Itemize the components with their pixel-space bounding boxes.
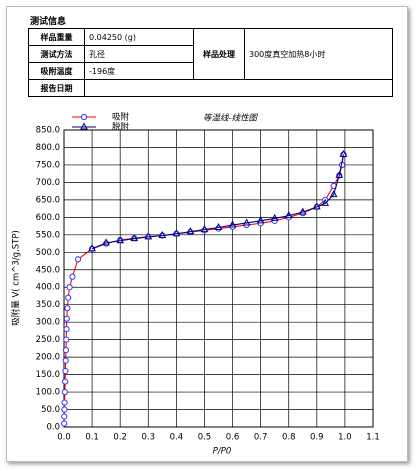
y-tick-label: 0.0 <box>46 423 60 433</box>
cell: 孔径 <box>84 45 194 63</box>
marker <box>61 388 68 396</box>
marker <box>65 294 72 301</box>
y-tick-label: 650.0 <box>36 195 60 205</box>
marker <box>102 238 110 246</box>
y-tick-label: 550.0 <box>36 230 60 240</box>
marker <box>321 198 330 206</box>
cell: 吸附温度 <box>28 62 85 80</box>
marker <box>144 232 153 240</box>
marker <box>62 357 69 364</box>
y-tick-label: 200.0 <box>36 353 60 363</box>
legend-label: 脱附 <box>112 122 130 133</box>
marker <box>80 113 88 121</box>
y-tick-label: 300.0 <box>36 318 60 328</box>
x-tick-label: 0.5 <box>198 433 212 443</box>
marker <box>186 227 195 235</box>
x-tick-label: 1.1 <box>366 433 380 443</box>
x-tick-label: 0.7 <box>254 433 268 443</box>
marker <box>61 399 68 406</box>
x-tick-label: 0.8 <box>282 433 296 443</box>
marker <box>61 413 68 420</box>
y-tick-label: 150.0 <box>36 370 60 380</box>
y-tick-label: 700.0 <box>36 178 60 188</box>
cell: 0.04250 (g) <box>84 28 194 46</box>
marker <box>214 222 223 230</box>
marker <box>298 207 307 215</box>
marker <box>335 170 344 178</box>
marker <box>62 378 69 385</box>
y-tick-label: 500.0 <box>36 248 60 258</box>
marker <box>80 122 88 130</box>
y-tick-label: 800.0 <box>36 143 60 153</box>
marker <box>242 218 251 226</box>
y-tick-label: 250.0 <box>36 335 60 345</box>
cell <box>84 79 393 97</box>
x-axis-label: P/P0 <box>213 447 232 457</box>
marker <box>228 220 237 228</box>
y-tick-label: 450.0 <box>36 265 60 275</box>
marker <box>312 202 321 210</box>
series-line <box>63 154 345 424</box>
y-tick-label: 50.0 <box>41 405 60 415</box>
y-tick-label: 350.0 <box>36 300 60 310</box>
header-title: 测试信息 <box>30 17 67 27</box>
x-tick-label: 0.3 <box>142 433 156 443</box>
y-tick-label: 750.0 <box>36 160 60 170</box>
marker <box>64 305 71 312</box>
info-table: 样品重量 0.04250 (g) 样品处理 300度真空加热8小时 测试方法 孔径 吸… <box>28 28 393 97</box>
marker <box>339 149 348 157</box>
marker <box>69 273 76 280</box>
marker <box>130 234 139 242</box>
marker <box>63 336 70 343</box>
marker <box>63 326 70 333</box>
marker <box>62 347 70 354</box>
x-tick-label: 0.4 <box>170 433 184 443</box>
marker <box>172 229 181 237</box>
x-tick-label: 0.9 <box>310 433 324 443</box>
marker <box>116 236 125 244</box>
y-tick-label: 400.0 <box>36 283 60 293</box>
marker <box>200 225 209 233</box>
marker <box>270 213 279 221</box>
marker <box>158 230 167 239</box>
cell: 300度真空加热8小时 <box>244 28 393 80</box>
marker <box>88 244 96 252</box>
marker <box>63 315 70 322</box>
x-tick-label: 0.2 <box>113 433 127 443</box>
x-tick-label: 1.0 <box>338 433 352 443</box>
marker <box>284 211 293 219</box>
cell: 样品重量 <box>28 28 85 46</box>
chart-title: 等温线-线性图 <box>203 113 259 124</box>
plot-frame <box>63 129 374 428</box>
cell: 样品处理 <box>193 28 245 80</box>
marker <box>61 420 68 427</box>
y-tick-label: 850.0 <box>36 126 60 136</box>
marker <box>61 406 68 413</box>
y-tick-label: 100.0 <box>36 388 60 398</box>
legend-label: 吸附 <box>112 112 130 123</box>
x-tick-label: 0.1 <box>85 433 99 443</box>
y-tick-label: 600.0 <box>36 213 60 223</box>
cell: -196度 <box>84 62 194 80</box>
marker <box>74 256 82 263</box>
marker <box>66 284 73 291</box>
x-tick-label: 0.6 <box>226 433 240 443</box>
x-tick-label: 0.0 <box>57 433 71 443</box>
cell: 报告日期 <box>28 79 85 97</box>
marker <box>62 367 69 375</box>
marker <box>329 190 338 198</box>
marker <box>256 216 265 224</box>
cell: 测试方法 <box>28 45 85 63</box>
y-axis-label: 吸附量 V( cm^3/g,STP) <box>11 230 22 326</box>
